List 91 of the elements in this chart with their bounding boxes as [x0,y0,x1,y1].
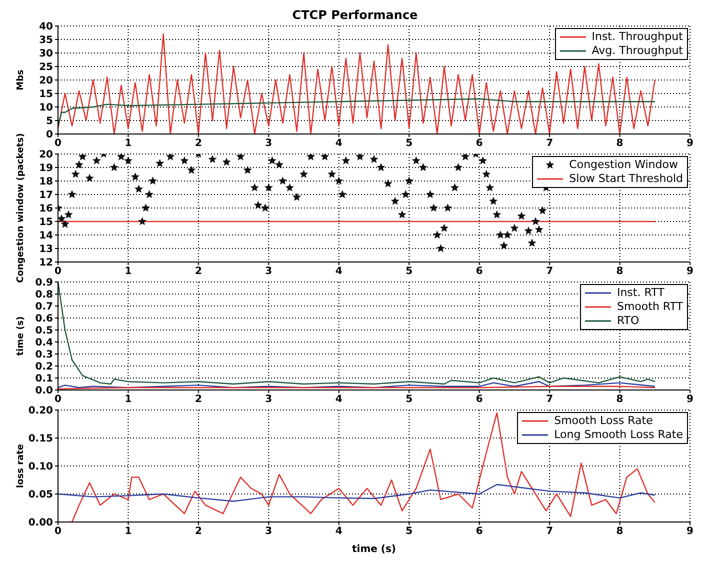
x-tick-label: 9 [686,394,694,406]
y-tick-label: 0.00 [28,518,54,529]
legend-label: Smooth RTT [616,300,683,314]
y-tick-label: 30 [39,48,54,60]
chart-title: CTCP Performance [291,8,419,22]
y-tick-label: 0.7 [35,302,54,313]
y-tick-label: 0.0 [35,386,54,397]
y-tick-label: 0.15 [28,434,54,445]
y-tick-label: 0.10 [28,462,54,473]
y-tick-label: 12 [39,258,54,269]
x-tick-label: 8 [616,138,624,150]
x-tick-label: 0 [54,138,62,150]
x-tick-label: 0 [54,394,62,406]
x-tick-label: 1 [124,266,132,278]
x-tick-label: 6 [476,394,483,406]
y-tick-label: 10 [39,102,54,114]
line-series [71,412,656,522]
x-tick-label: 3 [265,138,272,150]
y-tick-label: 0.1 [35,374,54,385]
x-tick-label: 6 [476,138,483,150]
x-tick-label: 2 [194,394,202,406]
x-tick-label: 5 [406,394,413,406]
x-tick-label: 0 [54,526,62,538]
y-axis-title: time (s) [16,316,26,356]
y-axis-title: Congestion window (packets) [16,133,26,283]
x-tick-label: 5 [406,138,413,150]
line-series [58,484,656,502]
x-tick-label: 3 [265,526,272,538]
legend-label: Avg. Throughput [592,44,683,58]
x-tick-label: 4 [335,266,342,278]
y-axis-title: loss rate [16,444,26,488]
y-tick-label: 0 [46,130,54,141]
legend-label: RTO [616,314,640,328]
y-tick-label: 16 [39,204,54,215]
y-tick-label: 15 [39,89,54,100]
x-tick-label: 8 [616,526,624,538]
x-tick-label: 1 [124,138,132,150]
x-tick-label: 2 [194,138,202,150]
legend-label: Congestion Window [569,158,678,172]
y-tick-label: 0.6 [35,314,54,325]
y-tick-label: 0.3 [35,350,54,361]
y-tick-label: 0.9 [35,278,54,289]
x-tick-label: 1 [124,394,132,406]
line-series [58,98,656,126]
y-tick-label: 0.4 [35,338,54,349]
legend-label: Smooth Loss Rate [554,414,653,428]
y-tick-label: 13 [39,244,54,256]
y-tick-label: 19 [39,163,54,174]
y-tick-label: 5 [46,116,54,128]
legend-label: Inst. RTT [616,286,664,300]
y-tick-label: 20 [39,150,54,161]
legend-label: Inst. Throughput [592,30,683,44]
y-axis-title: Mbs [16,70,26,90]
x-tick-label: 4 [335,138,342,150]
x-tick-label: 7 [546,266,554,278]
x-tick-label: 7 [546,394,554,406]
y-tick-label: 15 [39,217,54,228]
y-tick-label: 18 [39,176,54,188]
x-tick-label: 3 [265,266,272,278]
x-tick-label: 8 [616,266,624,278]
x-tick-label: 0 [54,266,62,278]
x-tick-label: 5 [406,526,413,538]
x-tick-label: 9 [686,266,694,278]
legend-label: Slow Start Threshold [569,172,683,186]
y-tick-label: 17 [39,190,54,202]
x-tick-label: 4 [335,526,342,538]
y-tick-label: 0.20 [28,406,54,417]
x-tick-label: 9 [686,526,694,538]
x-tick-label: 1 [124,526,132,538]
y-tick-label: 20 [39,76,54,87]
y-tick-label: 14 [39,230,54,242]
y-tick-label: 35 [39,35,54,46]
x-tick-label: 2 [194,526,202,538]
x-axis-title: time (s) [352,544,396,555]
x-tick-label: 2 [194,266,202,278]
legend-label: Long Smooth Loss Rate [554,428,683,442]
y-tick-label: 25 [39,62,54,74]
x-tick-label: 7 [546,526,554,538]
x-tick-label: 6 [476,526,483,538]
x-tick-label: 6 [476,266,483,278]
x-tick-label: 9 [686,138,694,150]
y-tick-label: 0.05 [28,490,54,501]
y-tick-label: 40 [39,22,54,33]
y-tick-label: 0.8 [35,290,54,301]
x-tick-label: 7 [546,138,554,150]
x-tick-label: 8 [616,394,624,406]
y-tick-label: 0.2 [35,362,54,373]
x-tick-label: 5 [406,266,413,278]
y-tick-label: 0.5 [35,326,54,337]
x-tick-label: 4 [335,394,342,406]
x-tick-label: 3 [265,394,272,406]
